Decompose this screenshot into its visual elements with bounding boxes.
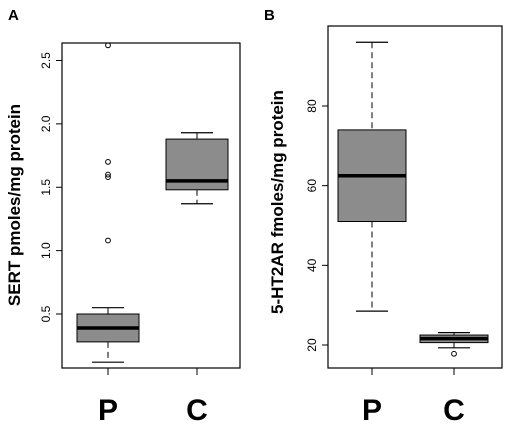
- x-tick-label: P: [362, 394, 382, 427]
- y-tick-label: 80: [305, 99, 319, 113]
- y-tick-label: 1.5: [39, 179, 53, 196]
- y-tick-label: 2.0: [39, 115, 53, 132]
- x-tick-label: C: [186, 394, 208, 427]
- panel-label: B: [264, 7, 275, 24]
- outlier-point: [105, 171, 111, 178]
- outlier-point: [451, 350, 457, 357]
- y-axis-label: SERT pmoles/mg protein: [5, 104, 24, 306]
- panel-label: A: [8, 7, 19, 24]
- y-tick-label: 20: [305, 338, 319, 352]
- y-tick-label: 0.5: [39, 305, 53, 322]
- outlier-point: [105, 237, 111, 244]
- outlier-point: [105, 42, 111, 49]
- x-tick-label: C: [443, 394, 465, 427]
- y-axis-label: 5-HT2AR fmoles/mg protein: [268, 90, 287, 314]
- outlier-point: [105, 159, 111, 165]
- outlier-point: [105, 174, 111, 181]
- y-tick-label: 2.5: [39, 52, 53, 69]
- y-tick-label: 40: [305, 258, 319, 272]
- y-tick-label: 60: [305, 179, 319, 193]
- x-tick-label: P: [98, 394, 118, 427]
- y-tick-label: 1.0: [39, 242, 53, 259]
